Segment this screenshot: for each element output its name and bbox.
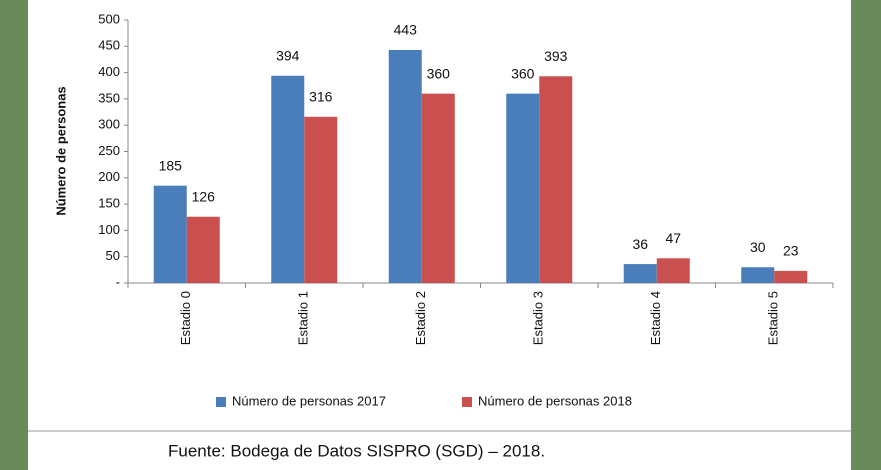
bar xyxy=(388,49,422,284)
data-label: 443 xyxy=(394,22,418,38)
legend-swatch xyxy=(216,397,226,407)
bar xyxy=(741,267,775,283)
bar xyxy=(186,216,220,283)
data-label: 126 xyxy=(192,188,216,204)
data-label: 30 xyxy=(750,239,766,255)
y-tick-label: 350 xyxy=(98,90,120,105)
y-tick-label: 500 xyxy=(98,11,120,26)
x-tick-label: Estadio 0 xyxy=(178,291,193,345)
bar xyxy=(656,258,690,283)
y-tick-label: 250 xyxy=(98,143,120,158)
y-tick-label: 300 xyxy=(98,117,120,132)
data-label: 393 xyxy=(544,48,568,64)
bar xyxy=(506,93,540,283)
data-label: 36 xyxy=(632,236,648,252)
x-tick-label: Estadio 4 xyxy=(648,291,663,345)
legend-label: Número de personas 2018 xyxy=(478,393,632,408)
y-tick-label: 50 xyxy=(106,248,120,263)
data-label: 23 xyxy=(783,243,799,259)
bar xyxy=(623,264,657,283)
y-tick-label: - xyxy=(116,274,120,289)
data-label: 185 xyxy=(159,157,183,173)
legend-swatch xyxy=(462,397,472,407)
y-tick-label: 100 xyxy=(98,222,120,237)
bar xyxy=(153,185,187,283)
data-label: 394 xyxy=(276,47,300,63)
y-tick-label: 200 xyxy=(98,169,120,184)
source: Fuente: Bodega de Datos SISPRO (SGD) – 2… xyxy=(168,441,545,460)
x-tick-label: Estadio 5 xyxy=(766,291,781,345)
data-label: 360 xyxy=(427,65,451,81)
bar xyxy=(539,76,573,283)
bar xyxy=(774,270,808,283)
bar xyxy=(304,116,338,283)
legend-label: Número de personas 2017 xyxy=(232,393,386,408)
y-tick-label: 400 xyxy=(98,64,120,79)
x-tick-label: Estadio 3 xyxy=(531,291,546,345)
y-tick-label: 450 xyxy=(98,38,120,53)
data-label: 360 xyxy=(511,65,535,81)
x-tick-label: Estadio 1 xyxy=(296,291,311,345)
y-tick-label: 150 xyxy=(98,196,120,211)
bar xyxy=(421,93,455,283)
x-tick-label: Estadio 2 xyxy=(413,291,428,345)
bar xyxy=(271,75,305,283)
data-label: 47 xyxy=(665,230,681,246)
data-label: 316 xyxy=(309,88,333,104)
y-axis-label: Número de personas xyxy=(53,86,68,215)
